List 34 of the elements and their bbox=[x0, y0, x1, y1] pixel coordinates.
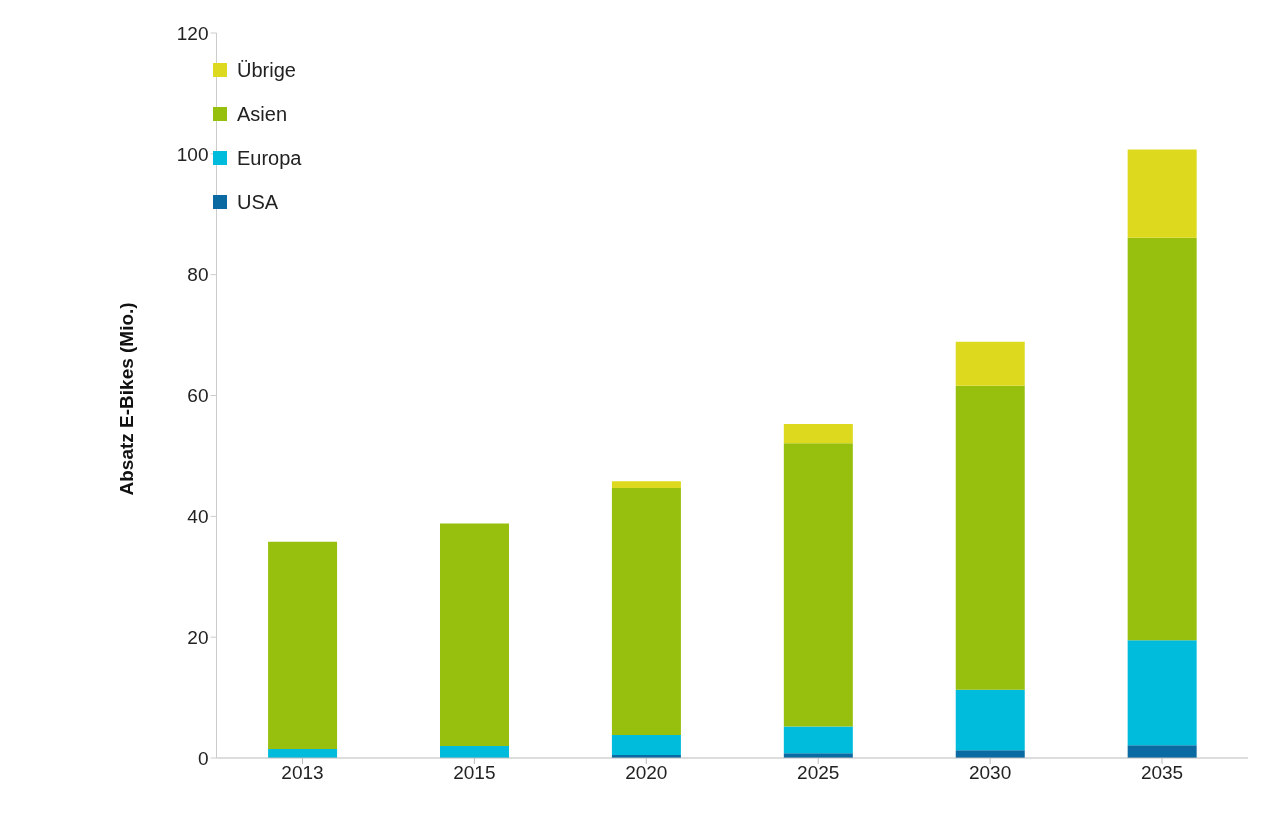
bar bbox=[955, 689, 1025, 751]
bar bbox=[611, 735, 681, 755]
bar bbox=[1127, 237, 1197, 641]
legend-label: USA bbox=[237, 190, 279, 214]
y-tick-label: 20 bbox=[187, 626, 209, 648]
legend-label: Übrige bbox=[237, 58, 296, 82]
bar bbox=[955, 385, 1025, 690]
bar bbox=[611, 481, 681, 488]
bar bbox=[439, 523, 509, 746]
x-tick-label: 2030 bbox=[968, 762, 1012, 784]
bar bbox=[439, 745, 509, 758]
y-tick-label: 60 bbox=[187, 385, 209, 407]
x-tick-label: 2020 bbox=[625, 762, 668, 784]
x-tick-label: 2035 bbox=[1140, 762, 1184, 784]
legend-label: Asien bbox=[237, 102, 288, 126]
y-tick-label: 120 bbox=[176, 22, 209, 44]
x-tick-label: 2015 bbox=[453, 762, 496, 784]
bar bbox=[1127, 745, 1197, 758]
bar bbox=[268, 541, 338, 749]
y-tick-label: 100 bbox=[176, 143, 209, 165]
y-tick-label: 0 bbox=[197, 747, 209, 769]
y-tick-label: 40 bbox=[187, 506, 209, 528]
bar bbox=[783, 443, 853, 727]
x-tick-label: 2025 bbox=[797, 762, 840, 784]
y-axis-title: Absatz E-Bikes (Mio.) bbox=[116, 302, 138, 496]
legend-label: Europa bbox=[237, 146, 302, 170]
bar bbox=[611, 487, 681, 736]
y-tick-label: 80 bbox=[187, 264, 209, 286]
bar bbox=[1127, 149, 1197, 238]
bar bbox=[955, 341, 1025, 386]
bar bbox=[783, 423, 853, 444]
bar bbox=[783, 726, 853, 754]
bar bbox=[1127, 640, 1197, 746]
x-tick-label: 2013 bbox=[281, 762, 324, 784]
